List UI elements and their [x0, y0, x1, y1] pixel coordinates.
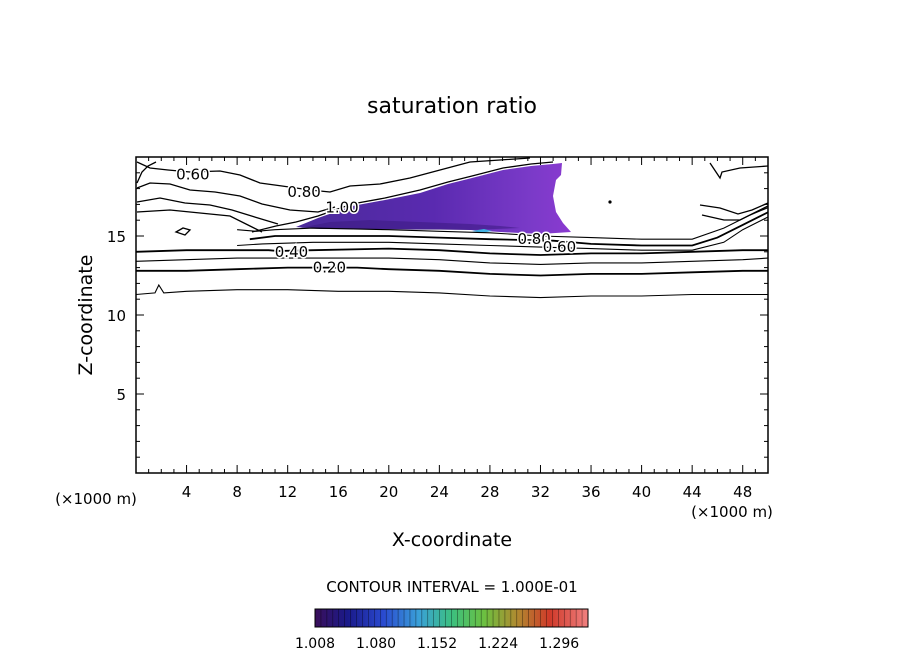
x-unit-label: (×1000 m) [691, 503, 773, 521]
x-tick-label: 36 [581, 483, 600, 501]
x-tick-label: 44 [683, 483, 702, 501]
contour-label-2: 1.00 [325, 199, 358, 217]
supersaturation-shade-dark [300, 220, 520, 230]
contour-upper-band-b [136, 182, 336, 213]
contour-label-6: 0.60 [543, 238, 576, 256]
colorbar-tick-label: 1.152 [417, 636, 457, 652]
contour-left-hook [136, 161, 157, 184]
colorbar-tick-label: 1.296 [539, 636, 579, 652]
x-tick-label: 8 [232, 483, 242, 501]
x-tick-label: 12 [278, 483, 297, 501]
x-tick-label: 32 [531, 483, 550, 501]
contour-dot [608, 200, 612, 204]
x-tick-label: 24 [430, 483, 449, 501]
supersaturation-shaded-region [296, 163, 571, 234]
x-tick-label: 40 [632, 483, 651, 501]
y-tick-label: 10 [107, 307, 126, 325]
contour-label-1: 0.80 [287, 183, 320, 201]
contour-plume-edge [251, 161, 554, 233]
contour-line-2 [136, 257, 768, 265]
colorbar: 1.008 1.080 1.152 1.224 1.296 [295, 608, 589, 652]
contour-label-5: 0.80 [517, 230, 550, 248]
contour-line-3 [136, 247, 768, 256]
x-tick-label: 16 [329, 483, 348, 501]
contour-label-0: 0.60 [176, 165, 209, 183]
x-tick-label: 4 [182, 483, 192, 501]
y-axis-label: Z-coordinate [75, 255, 97, 376]
colorbar-tick-label: 1.008 [295, 636, 335, 652]
contour-line-0 [136, 283, 768, 299]
colorbar-tick-label: 1.224 [478, 636, 518, 652]
contour-small-loop [174, 227, 192, 236]
x-tick-label: 28 [480, 483, 499, 501]
contour-label-4: 0.20 [313, 259, 346, 277]
contour-line-5 [249, 211, 768, 247]
contour-upper-band-a [136, 157, 531, 193]
contour-upper-band-d [136, 209, 263, 233]
contour-upper-band-c [136, 197, 279, 225]
chart-title: saturation ratio [367, 94, 537, 119]
y-tick-label: 5 [116, 386, 126, 404]
contour-line-1 [136, 266, 768, 277]
y-unit-label: (×1000 m) [55, 490, 137, 508]
contour-line-4 [237, 216, 768, 251]
contour-line-6 [237, 207, 768, 240]
contour-right-upper-b [699, 202, 768, 215]
contour-label-3: 0.40 [275, 243, 308, 261]
contour-interval-label: CONTOUR INTERVAL = 1.000E-01 [326, 578, 577, 596]
contour-right-upper-a [709, 162, 768, 180]
x-tick-label: 48 [733, 483, 752, 501]
x-tick-label: 20 [379, 483, 398, 501]
x-axis-label: X-coordinate [392, 529, 512, 551]
y-tick-label: 15 [107, 228, 126, 246]
colorbar-tick-label: 1.080 [356, 636, 396, 652]
